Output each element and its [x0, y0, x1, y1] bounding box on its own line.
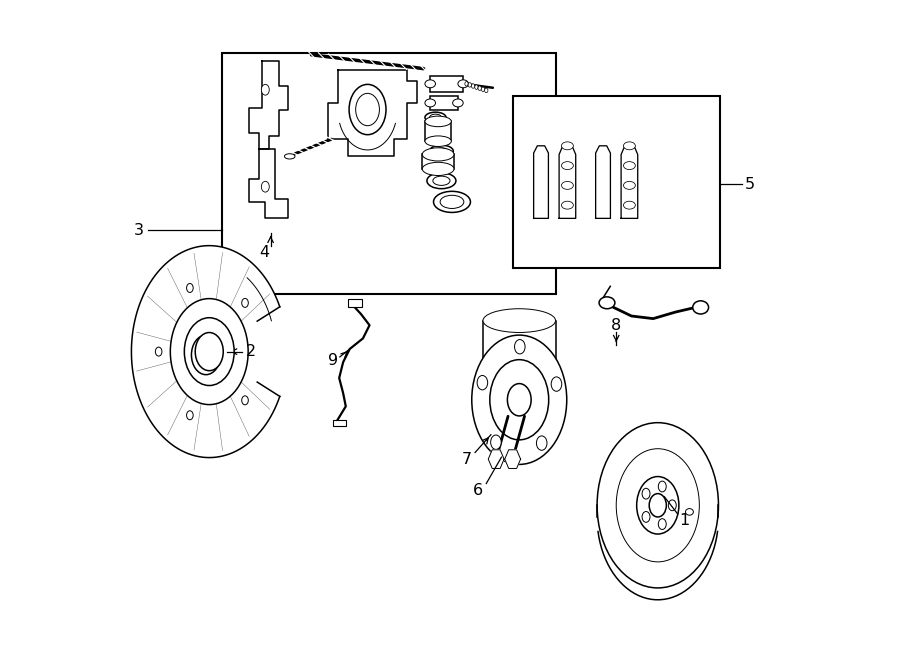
Ellipse shape	[435, 148, 448, 155]
Bar	[425, 122, 451, 141]
Ellipse shape	[186, 410, 194, 420]
Ellipse shape	[131, 246, 287, 457]
Text: 1: 1	[679, 513, 689, 528]
Text: 2: 2	[246, 344, 256, 359]
Bar	[347, 299, 363, 307]
Ellipse shape	[483, 352, 555, 375]
Ellipse shape	[433, 176, 450, 185]
Bar	[430, 96, 458, 110]
Bar	[513, 97, 720, 268]
Ellipse shape	[261, 85, 269, 95]
Ellipse shape	[422, 148, 454, 161]
Text: 6: 6	[472, 483, 482, 498]
Ellipse shape	[464, 81, 468, 86]
Ellipse shape	[472, 84, 474, 89]
Ellipse shape	[693, 301, 708, 314]
Ellipse shape	[458, 80, 469, 88]
Bar	[483, 321, 555, 364]
Ellipse shape	[515, 340, 525, 354]
Ellipse shape	[686, 508, 693, 515]
Ellipse shape	[184, 318, 234, 385]
Ellipse shape	[427, 173, 456, 188]
Ellipse shape	[562, 142, 573, 150]
Text: 7: 7	[462, 451, 472, 467]
Ellipse shape	[478, 86, 482, 91]
Ellipse shape	[642, 488, 650, 499]
Ellipse shape	[170, 299, 248, 405]
Ellipse shape	[624, 162, 635, 170]
Polygon shape	[328, 70, 417, 156]
Polygon shape	[489, 449, 504, 469]
Bar	[333, 420, 346, 426]
Ellipse shape	[669, 500, 676, 511]
Ellipse shape	[624, 142, 635, 150]
Ellipse shape	[195, 332, 223, 371]
Bar	[430, 76, 464, 92]
Polygon shape	[248, 149, 288, 218]
Bar	[222, 54, 555, 294]
Ellipse shape	[551, 377, 562, 391]
Ellipse shape	[491, 435, 501, 449]
Ellipse shape	[649, 494, 666, 517]
Ellipse shape	[562, 181, 573, 189]
Polygon shape	[505, 449, 520, 469]
Polygon shape	[559, 146, 576, 218]
Ellipse shape	[472, 335, 567, 465]
Ellipse shape	[482, 87, 484, 91]
Ellipse shape	[658, 519, 666, 529]
Ellipse shape	[192, 335, 220, 375]
Ellipse shape	[624, 201, 635, 209]
Ellipse shape	[624, 181, 635, 189]
Ellipse shape	[242, 298, 248, 307]
Ellipse shape	[429, 145, 454, 157]
Polygon shape	[248, 61, 288, 149]
Ellipse shape	[484, 88, 488, 93]
Ellipse shape	[284, 154, 295, 159]
Ellipse shape	[429, 114, 441, 121]
Ellipse shape	[425, 80, 436, 88]
Polygon shape	[534, 146, 548, 218]
Bar	[422, 155, 454, 169]
Polygon shape	[621, 146, 638, 218]
Ellipse shape	[156, 347, 162, 356]
Ellipse shape	[483, 309, 555, 332]
Ellipse shape	[422, 163, 454, 175]
Ellipse shape	[599, 297, 615, 309]
Ellipse shape	[597, 422, 718, 588]
Ellipse shape	[434, 191, 471, 212]
Ellipse shape	[642, 512, 650, 522]
Ellipse shape	[490, 360, 549, 440]
Ellipse shape	[508, 383, 531, 416]
Ellipse shape	[616, 449, 699, 562]
Ellipse shape	[425, 112, 446, 123]
Ellipse shape	[261, 181, 269, 192]
Ellipse shape	[477, 375, 488, 390]
Ellipse shape	[562, 201, 573, 209]
Ellipse shape	[636, 477, 679, 534]
Text: 4: 4	[259, 245, 269, 260]
Ellipse shape	[562, 162, 573, 170]
Ellipse shape	[440, 195, 464, 208]
Text: 8: 8	[611, 318, 621, 332]
Ellipse shape	[536, 436, 547, 450]
Text: 3: 3	[134, 223, 144, 238]
Ellipse shape	[474, 85, 478, 89]
Text: 9: 9	[328, 353, 338, 368]
Ellipse shape	[356, 93, 380, 126]
Ellipse shape	[425, 99, 436, 107]
Ellipse shape	[425, 136, 451, 147]
Text: 5: 5	[745, 176, 755, 192]
Ellipse shape	[242, 396, 248, 405]
Polygon shape	[596, 146, 610, 218]
Ellipse shape	[349, 85, 386, 135]
Ellipse shape	[425, 116, 451, 127]
Ellipse shape	[453, 99, 464, 107]
Ellipse shape	[658, 481, 666, 492]
Ellipse shape	[468, 83, 472, 87]
Ellipse shape	[186, 284, 194, 292]
